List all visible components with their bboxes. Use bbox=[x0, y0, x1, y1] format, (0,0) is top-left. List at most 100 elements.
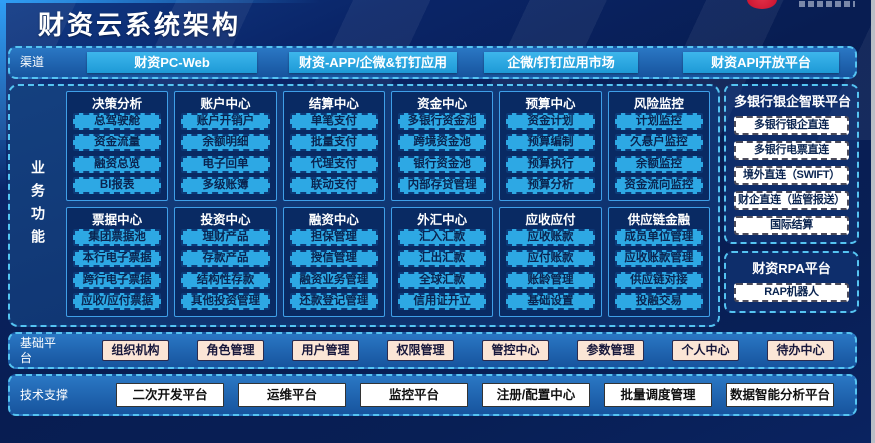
module-item-box: 账龄管理 bbox=[506, 271, 595, 289]
module-item-box: 余额监控 bbox=[614, 155, 703, 173]
module-item-box: 跨行电子票据 bbox=[73, 271, 162, 289]
partner-logo-text bbox=[799, 1, 855, 7]
tech-support-box: 运维平台 bbox=[238, 383, 346, 407]
business-module: 外汇中心 汇入汇款 汇出汇款 全球汇款 信用证开立 bbox=[391, 207, 494, 317]
module-title: 投资中心 bbox=[200, 213, 251, 227]
module-item-box: 批量支付 bbox=[289, 134, 378, 152]
module-item-box: 应收账款 bbox=[506, 229, 595, 246]
module-item-box: 基础设置 bbox=[506, 292, 595, 310]
module-title: 决策分析 bbox=[92, 97, 143, 111]
rpa-box: RAP机器人 bbox=[734, 283, 849, 302]
module-items: 总驾驶舱 资金流量 融资总览 BI报表 bbox=[73, 113, 162, 194]
tech-support-box: 二次开发平台 bbox=[116, 383, 224, 407]
module-item-box: 预算分析 bbox=[506, 176, 595, 194]
module-item-box: 融资业务管理 bbox=[289, 271, 378, 289]
module-title: 融资中心 bbox=[308, 213, 359, 227]
module-items: 担保管理 授信管理 融资业务管理 还款登记管理 bbox=[289, 229, 378, 310]
module-items: 汇入汇款 汇出汇款 全球汇款 信用证开立 bbox=[398, 229, 487, 310]
module-item-box: 资金流量 bbox=[73, 134, 162, 152]
module-item-box: 跨境资金池 bbox=[398, 134, 487, 152]
bank-connect-title: 多银行银企智联平台 bbox=[734, 94, 852, 109]
business-functions-section: 业务功能 决策分析 总驾驶舱 资金流量 融资总览 BI报表 bbox=[8, 84, 720, 327]
base-platform-box: 权限管理 bbox=[387, 340, 454, 361]
module-item-box: 电子回单 bbox=[181, 155, 270, 173]
base-platform-box: 个人中心 bbox=[672, 340, 739, 361]
page-title: 财资云系统架构 bbox=[38, 10, 242, 40]
module-items: 理财产品 存款产品 结构性存款 其他投资管理 bbox=[181, 229, 270, 310]
base-platform-box: 组织机构 bbox=[102, 340, 169, 361]
business-module: 融资中心 担保管理 授信管理 融资业务管理 还款登记管理 bbox=[282, 207, 385, 317]
module-items: 资金计划 预算编制 预算执行 预算分析 bbox=[506, 113, 595, 194]
rpa-list: RAP机器人 bbox=[734, 283, 849, 302]
business-module: 结算中心 单笔支付 批量支付 代理支付 联动支付 bbox=[282, 91, 385, 201]
channels-section: 渠道 财资PC-Web 财资-APP/企微&钉钉应用 企微/钉钉应用市场 财资A… bbox=[8, 46, 857, 79]
business-module: 账户中心 账户开销户 余额明细 电子回单 多级账簿 bbox=[174, 91, 277, 201]
business-modules-grid: 决策分析 总驾驶舱 资金流量 融资总览 BI报表 账户中心 bbox=[66, 86, 718, 325]
module-item-box: 投融交易 bbox=[614, 292, 703, 310]
module-items: 成员单位管理 应收账款管理 供应链对接 投融交易 bbox=[614, 229, 703, 310]
tech-support-section: 技术支撑 二次开发平台 运维平台 监控平台 注册/配置中心 批量调度管理 数据智… bbox=[8, 374, 857, 416]
module-item-box: 应收/应付票据 bbox=[73, 292, 162, 310]
module-item-box: 预算编制 bbox=[506, 134, 595, 152]
module-item-box: 总驾驶舱 bbox=[73, 113, 162, 130]
business-module: 决策分析 总驾驶舱 资金流量 融资总览 BI报表 bbox=[66, 91, 169, 201]
business-module: 投资中心 理财产品 存款产品 结构性存款 其他投资管理 bbox=[174, 207, 277, 317]
module-item-box: 应付账款 bbox=[506, 250, 595, 268]
module-item-box: 代理支付 bbox=[289, 155, 378, 173]
module-items: 集团票据池 本行电子票据 跨行电子票据 应收/应付票据 bbox=[73, 229, 162, 310]
base-platform-box: 参数管理 bbox=[577, 340, 644, 361]
module-item-box: 本行电子票据 bbox=[73, 250, 162, 268]
module-title: 外汇中心 bbox=[417, 213, 468, 227]
module-title: 结算中心 bbox=[308, 97, 359, 111]
module-item-box: 单笔支付 bbox=[289, 113, 378, 130]
business-module: 供应链金融 成员单位管理 应收账款管理 供应链对接 投融交易 bbox=[607, 207, 710, 317]
left-edge-glow bbox=[0, 0, 6, 190]
bank-connect-panel: 多银行银企智联平台 多银行银企直连 多银行电票直连 境外直连（SWIFT） 财企… bbox=[724, 84, 859, 244]
channel-box: 企微/钉钉应用市场 bbox=[484, 52, 638, 73]
business-module: 风险监控 计划监控 久悬户监控 余额监控 资金流向监控 bbox=[607, 91, 710, 201]
module-items: 应收账款 应付账款 账龄管理 基础设置 bbox=[506, 229, 595, 310]
partner-logo-icon bbox=[747, 0, 777, 9]
base-platform-box: 待办中心 bbox=[767, 340, 834, 361]
module-item-box: 融资总览 bbox=[73, 155, 162, 173]
tech-support-box: 监控平台 bbox=[360, 383, 468, 407]
tech-support-box: 批量调度管理 bbox=[604, 383, 712, 407]
module-items: 单笔支付 批量支付 代理支付 联动支付 bbox=[289, 113, 378, 194]
module-item-box: 资金流向监控 bbox=[614, 176, 703, 194]
module-item-box: 授信管理 bbox=[289, 250, 378, 268]
module-item-box: 汇出汇款 bbox=[398, 250, 487, 268]
module-title: 供应链金融 bbox=[627, 213, 691, 227]
base-platform-box: 角色管理 bbox=[197, 340, 264, 361]
business-functions-label: 业务功能 bbox=[30, 159, 46, 252]
module-item-box: 预算执行 bbox=[506, 155, 595, 173]
module-items: 账户开销户 余额明细 电子回单 多级账簿 bbox=[181, 113, 270, 194]
bank-connect-box: 多银行电票直连 bbox=[734, 141, 849, 160]
window-edge-strip bbox=[871, 0, 875, 443]
module-title: 应收应付 bbox=[525, 213, 576, 227]
module-title: 账户中心 bbox=[200, 97, 251, 111]
channel-box: 财资-APP/企微&钉钉应用 bbox=[289, 52, 457, 73]
module-title: 票据中心 bbox=[92, 213, 143, 227]
module-title: 风险监控 bbox=[633, 97, 684, 111]
module-item-box: 结构性存款 bbox=[181, 271, 270, 289]
channel-box: 财资PC-Web bbox=[87, 52, 257, 73]
module-item-box: 成员单位管理 bbox=[614, 229, 703, 246]
module-item-box: 银行资金池 bbox=[398, 155, 487, 173]
module-item-box: 汇入汇款 bbox=[398, 229, 487, 246]
base-platform-box: 用户管理 bbox=[292, 340, 359, 361]
rpa-panel: 财资RPA平台 RAP机器人 bbox=[724, 251, 859, 313]
business-module: 资金中心 多银行资金池 跨境资金池 银行资金池 内部存贷管理 bbox=[391, 91, 494, 201]
rpa-title: 财资RPA平台 bbox=[752, 261, 831, 276]
module-item-box: 供应链对接 bbox=[614, 271, 703, 289]
bank-connect-list: 多银行银企直连 多银行电票直连 境外直连（SWIFT） 财企直连（监管报送） 国… bbox=[734, 116, 849, 235]
module-item-box: 存款产品 bbox=[181, 250, 270, 268]
module-item-box: 多银行资金池 bbox=[398, 113, 487, 130]
top-edge-glow bbox=[0, 0, 320, 3]
module-item-box: 担保管理 bbox=[289, 229, 378, 246]
tech-support-label: 技术支撑 bbox=[20, 387, 69, 402]
module-item-box: 信用证开立 bbox=[398, 292, 487, 310]
bank-connect-box: 境外直连（SWIFT） bbox=[734, 166, 849, 185]
module-item-box: 全球汇款 bbox=[398, 271, 487, 289]
module-item-box: 内部存贷管理 bbox=[398, 176, 487, 194]
module-title: 预算中心 bbox=[525, 97, 576, 111]
